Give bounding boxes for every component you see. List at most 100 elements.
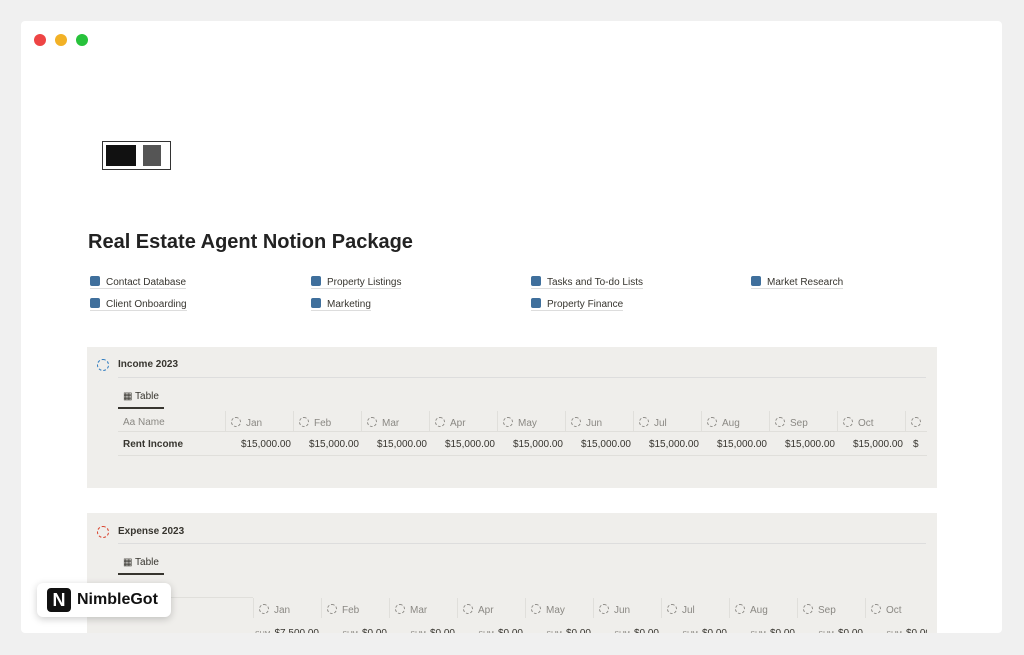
tab[interactable]: ▦ Table: [118, 557, 164, 575]
column-divider: [497, 411, 498, 431]
column-label: Mar: [410, 605, 428, 616]
column-icon: [599, 604, 609, 614]
column-divider: [769, 411, 770, 431]
column-header: Aug: [735, 604, 768, 616]
sum-label: SUM: [342, 631, 358, 633]
sum-value: $0.00: [838, 628, 863, 633]
column-header: May: [503, 417, 537, 429]
column-icon: [463, 604, 473, 614]
column-divider: [633, 411, 634, 431]
sum-label: SUM: [255, 631, 271, 633]
close-dot[interactable]: [34, 34, 46, 46]
link-label: Property Finance: [547, 299, 624, 310]
column-icon: [707, 417, 717, 427]
column-label: Jul: [682, 605, 695, 616]
sum-value: $0.00: [362, 628, 387, 633]
column-divider: [457, 598, 458, 618]
column-icon: [435, 417, 445, 427]
minimize-dot[interactable]: [55, 34, 67, 46]
column-header: Mar: [395, 604, 427, 616]
column-header: Oct: [843, 417, 874, 429]
column-label: Sep: [790, 418, 808, 429]
column-header: Jul: [639, 417, 667, 429]
page-icon: [102, 141, 171, 170]
row-divider: [118, 431, 927, 432]
page-link[interactable]: Marketing: [311, 298, 371, 311]
link-label: Tasks and To-do Lists: [547, 277, 643, 288]
column-label: May: [518, 418, 537, 429]
column-divider: [293, 411, 294, 431]
column-header: Feb: [327, 604, 359, 616]
column-header: May: [531, 604, 565, 616]
column-icon: [803, 604, 813, 614]
column-header: Apr: [463, 604, 494, 616]
column-header: [911, 417, 926, 429]
column-label: Oct: [858, 418, 874, 429]
sum-cell: SUM $0.00: [593, 628, 659, 633]
column-divider: [837, 411, 838, 431]
column-icon: [735, 604, 745, 614]
column-icon: [503, 417, 513, 427]
sum-cell: SUM $0.00: [457, 628, 523, 633]
link-label: Marketing: [327, 299, 371, 310]
column-divider: [729, 598, 730, 618]
brand-badge[interactable]: N NimbleGot: [37, 583, 171, 617]
column-label: Jun: [614, 605, 631, 616]
column-header: Sep: [803, 604, 836, 616]
cell-value: $15,000.00: [580, 439, 631, 450]
column-divider: [225, 411, 226, 431]
sum-cell: SUM $0.00: [729, 628, 795, 633]
row-name: Rent Income: [123, 439, 184, 450]
link-icon: [90, 276, 100, 286]
sum-cell: SUM $0.00: [865, 628, 927, 633]
page-link[interactable]: Property Finance: [531, 298, 624, 311]
column-label: Jul: [654, 418, 667, 429]
cell-value: $15,000.00: [512, 439, 563, 450]
page-link[interactable]: Market Research: [751, 276, 844, 289]
column-icon: [911, 417, 921, 427]
sum-value: $0.00: [770, 628, 795, 633]
cell-value: $15,000.00: [716, 439, 767, 450]
sum-value: $0.00: [634, 628, 659, 633]
cell-value: $: [913, 439, 919, 450]
column-label: Jan: [246, 418, 263, 429]
column-header: Feb: [299, 417, 331, 429]
column-icon: [639, 417, 649, 427]
link-icon: [311, 298, 321, 308]
sum-label: SUM: [818, 631, 834, 633]
link-label: Contact Database: [106, 277, 187, 288]
page-link[interactable]: Property Listings: [311, 276, 402, 289]
zoom-dot[interactable]: [76, 34, 88, 46]
cell-value: $15,000.00: [784, 439, 835, 450]
expense-block: Expense 2023 ▦ Table Jan Feb Mar Apr May Jun J…: [87, 513, 937, 633]
column-divider: [593, 598, 594, 618]
column-divider: [701, 411, 702, 431]
column-label: Apr: [450, 418, 466, 429]
column-icon: [231, 417, 241, 427]
block-title: Expense 2023: [118, 526, 185, 537]
page-link[interactable]: Tasks and To-do Lists: [531, 276, 643, 289]
page-title: Real Estate Agent Notion Package: [88, 231, 413, 253]
column-divider: [361, 411, 362, 431]
name-label: Name: [138, 417, 165, 428]
sum-cell: SUM $0.00: [525, 628, 591, 633]
column-label: Mar: [382, 418, 400, 429]
sum-label: SUM: [886, 631, 902, 633]
name-header: Aa Name: [123, 417, 165, 428]
tab[interactable]: ▦ Table: [118, 391, 164, 409]
tab-label: Table: [135, 391, 159, 402]
income-block: Income 2023 ▦ Table Aa Name Rent Income …: [87, 347, 937, 488]
column-header: Jan: [259, 604, 290, 616]
sum-label: SUM: [410, 631, 426, 633]
name-icon: Aa: [123, 417, 136, 428]
page-link[interactable]: Contact Database: [90, 276, 187, 289]
sum-cell: SUM $7,500.00: [253, 628, 319, 633]
page-link[interactable]: Client Onboarding: [90, 298, 187, 311]
column-icon: [775, 417, 785, 427]
expense-table: Jan Feb Mar Apr May Jun Jul Aug Sep Oct SUM $7,500.…: [87, 513, 927, 633]
column-label: Aug: [750, 605, 768, 616]
column-header: Jan: [231, 417, 262, 429]
cell-value: $15,000.00: [308, 439, 359, 450]
column-label: Aug: [722, 418, 740, 429]
cell-value: $15,000.00: [376, 439, 427, 450]
